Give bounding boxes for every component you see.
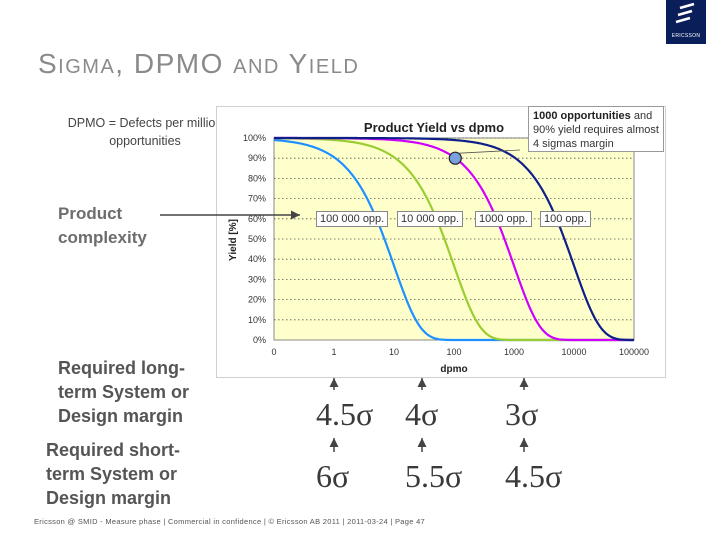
x-tick-label: 0	[271, 347, 276, 357]
product-complexity-label: Product complexity	[58, 204, 147, 247]
y-tick-label: 40%	[248, 254, 266, 264]
y-tick-label: 10%	[248, 315, 266, 325]
dpmo-definition: DPMO = Defects per million opportunities	[67, 116, 223, 148]
y-tick-label: 80%	[248, 173, 266, 183]
y-tick-label: 60%	[248, 214, 266, 224]
series-label: 100 opp.	[540, 211, 591, 227]
y-tick-label: 100%	[243, 133, 266, 143]
x-tick-label: 100	[446, 347, 461, 357]
long-term-sigma-1: 4.5σ	[316, 396, 374, 432]
y-tick-label: 90%	[248, 153, 266, 163]
callout-text: and 90% yield requires almost 4 sigmas m…	[533, 110, 659, 150]
y-tick-label: 30%	[248, 274, 266, 284]
x-axis-label: dpmo	[440, 364, 467, 375]
x-tick-label: 10	[389, 347, 399, 357]
x-tick-label: 1	[331, 347, 336, 357]
highlight-marker	[448, 151, 462, 165]
ericsson-logo: ERICSSON	[666, 0, 706, 44]
logo-text: ERICSSON	[671, 33, 701, 39]
series-label: 100 000 opp.	[316, 211, 389, 227]
footer: Ericsson @ SMID - Measure phase | Commer…	[34, 517, 426, 526]
short-term-margin-label: Required short-term System or Design mar…	[46, 440, 181, 508]
y-tick-label: 0%	[253, 335, 266, 345]
long-term-margin-label: Required long-term System or Design marg…	[58, 358, 190, 426]
y-tick-label: 70%	[248, 194, 266, 204]
x-tick-label: 100000	[619, 347, 649, 357]
callout-box: 1000 opportunities and 90% yield require…	[528, 106, 664, 152]
chart-title: Product Yield vs dpmo	[364, 120, 504, 135]
long-term-sigma-2: 4σ	[405, 396, 439, 432]
x-tick-label: 1000	[504, 347, 524, 357]
short-term-sigma-1: 6σ	[316, 458, 350, 494]
long-term-sigma-3: 3σ	[505, 396, 539, 432]
short-term-sigma-3: 4.5σ	[505, 458, 563, 494]
y-axis-label: Yield [%]	[228, 219, 239, 261]
series-line	[274, 136, 634, 342]
callout-leader	[459, 149, 521, 154]
series-label: 1000 opp.	[475, 211, 532, 227]
page-title: Sigma, DPMO and Yield	[38, 48, 360, 79]
y-tick-label: 20%	[248, 295, 266, 305]
ericsson-logo-icon	[675, 2, 695, 24]
x-tick-label: 10000	[561, 347, 586, 357]
y-tick-label: 50%	[248, 234, 266, 244]
series-label: 10 000 opp.	[397, 211, 464, 227]
callout-bold: 1000 opportunities	[533, 110, 631, 122]
short-term-sigma-2: 5.5σ	[405, 458, 463, 494]
